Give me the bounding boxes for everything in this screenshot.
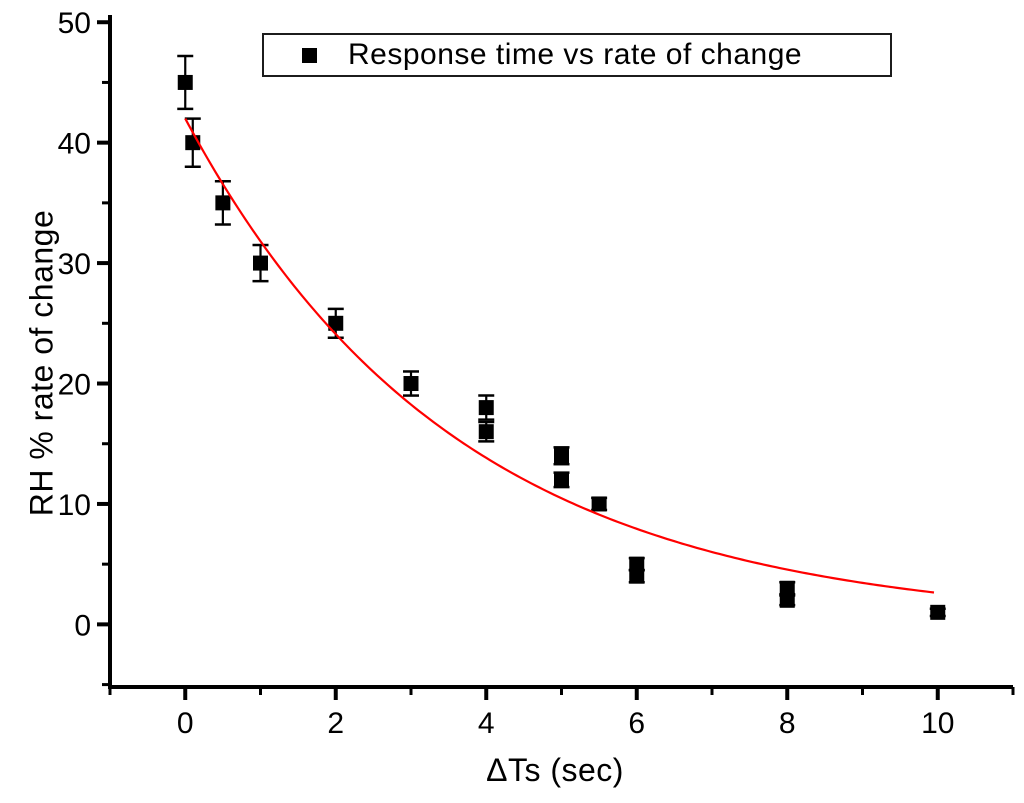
legend-marker-square [302, 47, 317, 63]
x-axis: 0 2 4 6 8 10 [108, 687, 1015, 740]
data-point-marker [930, 604, 946, 620]
data-point-marker [478, 424, 494, 440]
data-point-marker [779, 580, 795, 596]
y-axis: 0 10 20 30 40 50 [58, 7, 110, 687]
data-point-marker [215, 195, 231, 211]
data-point-marker [629, 568, 645, 584]
data-point-marker [328, 315, 344, 331]
data-point-marker [591, 496, 607, 512]
x-tick-label: 4 [478, 707, 495, 740]
data-point-marker [554, 472, 569, 488]
y-tick-label: 30 [58, 248, 91, 281]
data-point-marker [554, 448, 569, 464]
data-point-marker [403, 376, 419, 392]
data-series [177, 54, 946, 620]
chart-legend: Response time vs rate of change [262, 33, 892, 77]
x-axis-title: ΔTs (sec) [486, 752, 624, 788]
x-tick-label: 0 [177, 707, 194, 740]
data-point-marker [478, 400, 494, 416]
fit-curve [184, 118, 935, 594]
x-tick-label: 6 [628, 707, 645, 740]
legend-label: Response time vs rate of change [348, 38, 803, 71]
x-tick-label: 2 [327, 707, 344, 740]
y-tick-label: 50 [58, 7, 91, 40]
data-point-marker [779, 592, 795, 608]
y-tick-label: 40 [58, 128, 91, 161]
x-tick-label: 10 [921, 707, 954, 740]
y-axis-title: RH % rate of change [23, 209, 60, 517]
data-point-marker [253, 255, 268, 271]
data-point-marker [629, 556, 645, 572]
y-tick-label: 0 [74, 609, 91, 642]
y-tick-label: 20 [58, 369, 91, 402]
x-tick-label: 8 [779, 707, 796, 740]
data-point-marker [177, 74, 193, 90]
y-tick-label: 10 [58, 489, 91, 522]
